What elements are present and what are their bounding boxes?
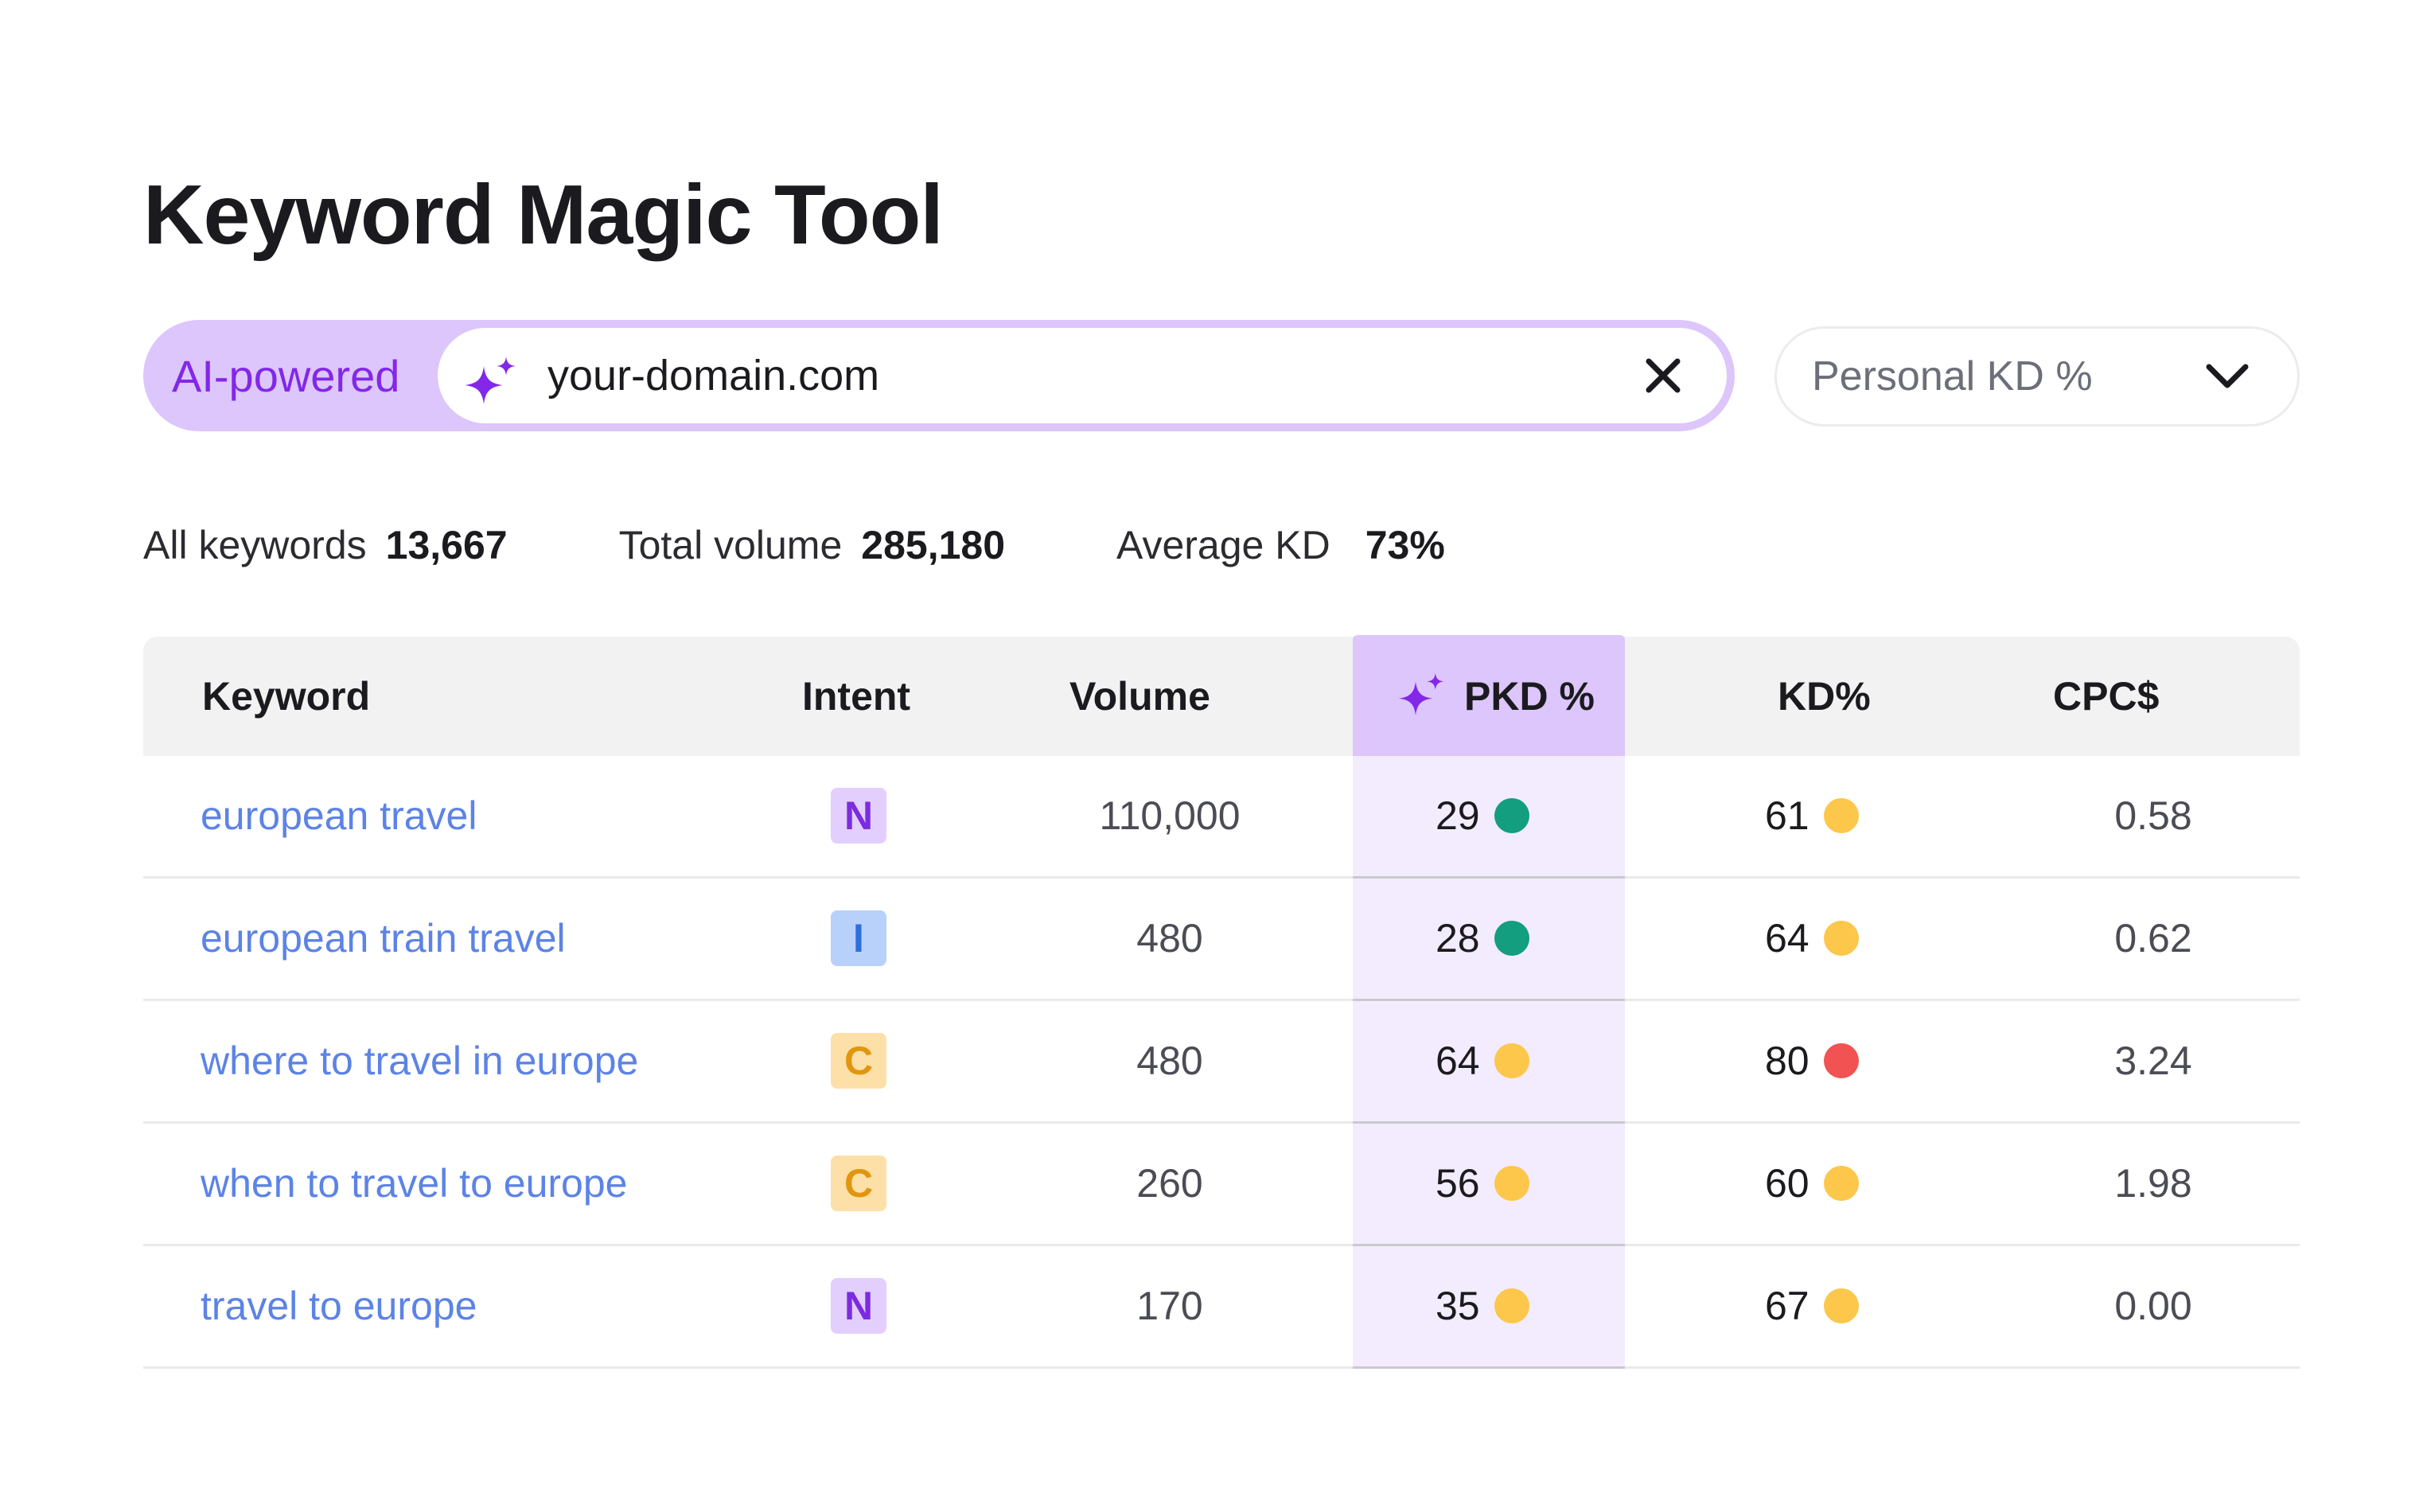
keyword-link[interactable]: european travel	[201, 793, 477, 838]
pkd-status-dot	[1494, 1043, 1529, 1078]
kd-cell: 60	[1765, 1124, 1859, 1243]
pkd-cell: 29	[1436, 756, 1529, 875]
kd-value: 67	[1765, 1284, 1810, 1328]
keyword-link[interactable]: travel to europe	[201, 1284, 477, 1328]
kd-cell: 67	[1765, 1246, 1859, 1366]
stat-label: Total volume	[618, 523, 843, 567]
column-header-kd[interactable]: KD%	[1778, 674, 1871, 719]
stat-all-keywords: All keywords 13,667	[143, 522, 508, 568]
pkd-status-dot	[1494, 1166, 1529, 1201]
intent-badge: C	[831, 1033, 886, 1089]
chevron-down-icon	[2206, 364, 2249, 388]
volume-value: 170	[1136, 1284, 1203, 1328]
cpc-value: 0.58	[2114, 793, 2192, 838]
kd-status-dot	[1823, 798, 1859, 833]
stats-summary: All keywords 13,667 Total volume 285,180…	[143, 517, 1445, 573]
pkd-cell-highlight	[1353, 1124, 1625, 1246]
ai-powered-badge: AI-powered	[172, 350, 400, 401]
kd-cell: 80	[1765, 1001, 1859, 1120]
intent-badge: C	[831, 1155, 886, 1211]
volume-value: 480	[1136, 916, 1203, 961]
cpc-value: 0.62	[2114, 916, 2192, 961]
clear-search-button[interactable]	[1639, 352, 1687, 399]
dropdown-selected-value: Personal KD %	[1812, 353, 2093, 399]
intent-badge: I	[831, 910, 886, 966]
pkd-cell-highlight	[1353, 879, 1625, 1001]
kd-value: 60	[1765, 1161, 1810, 1206]
pkd-cell: 35	[1436, 1246, 1529, 1366]
column-header-intent[interactable]: Intent	[802, 674, 911, 719]
pkd-cell: 64	[1436, 1001, 1529, 1120]
kd-value: 80	[1765, 1039, 1810, 1083]
column-header-keyword[interactable]: Keyword	[202, 674, 371, 719]
kd-status-dot	[1823, 921, 1859, 956]
table-header: Keyword Intent Volume PKD % KD% CPC$	[143, 635, 2300, 756]
intent-badge: N	[831, 1278, 886, 1334]
stat-average-kd: Average KD 73%	[1116, 522, 1445, 568]
pkd-value: 29	[1436, 793, 1480, 838]
pkd-column-highlight	[1353, 635, 1625, 756]
kd-status-dot	[1823, 1166, 1859, 1201]
table-row[interactable]: european train travel I 480 28 64 0.62	[143, 879, 2300, 1001]
volume-value: 260	[1136, 1161, 1203, 1206]
column-header-pkd-label: PKD %	[1464, 674, 1595, 719]
search-input[interactable]	[547, 328, 1582, 423]
kd-value: 61	[1765, 793, 1810, 838]
pkd-value: 56	[1436, 1161, 1480, 1206]
sparkle-icon	[1398, 672, 1444, 715]
kd-status-dot	[1823, 1043, 1859, 1078]
keywords-table: Keyword Intent Volume PKD % KD% CPC$ eur…	[143, 635, 2300, 1369]
stat-value: 13,667	[385, 523, 508, 567]
pkd-value: 35	[1436, 1284, 1480, 1328]
kd-cell: 61	[1765, 756, 1859, 875]
table-body: european travel N 110,000 29 61 0.58 european …	[143, 756, 2300, 1369]
kd-cell: 64	[1765, 879, 1859, 998]
pkd-cell: 28	[1436, 879, 1529, 998]
cpc-value: 1.98	[2114, 1161, 2192, 1206]
cpc-value: 0.00	[2114, 1284, 2192, 1328]
pkd-status-dot	[1494, 1288, 1529, 1323]
stat-value: 285,180	[861, 523, 1006, 567]
column-header-cpc[interactable]: CPC$	[2053, 674, 2160, 719]
pkd-status-dot	[1494, 921, 1529, 956]
kd-value: 64	[1765, 916, 1810, 961]
pkd-cell: 56	[1436, 1124, 1529, 1243]
column-header-pkd[interactable]: PKD %	[1396, 637, 1595, 756]
kd-status-dot	[1823, 1288, 1859, 1323]
column-header-volume[interactable]: Volume	[1069, 674, 1210, 719]
table-row[interactable]: travel to europe N 170 35 67 0.00	[143, 1246, 2300, 1369]
search-bar: AI-powered	[143, 320, 1735, 431]
stat-value: 73%	[1365, 523, 1445, 567]
pkd-value: 28	[1436, 916, 1480, 961]
keyword-link[interactable]: where to travel in europe	[201, 1039, 639, 1083]
search-field[interactable]	[438, 328, 1727, 423]
table-row[interactable]: when to travel to europe C 260 56 60 1.98	[143, 1124, 2300, 1246]
intent-badge: N	[831, 788, 886, 844]
pkd-cell-highlight	[1353, 756, 1625, 879]
table-row[interactable]: where to travel in europe C 480 64 80 3.24	[143, 1001, 2300, 1124]
keyword-link[interactable]: european train travel	[201, 916, 566, 961]
pkd-status-dot	[1494, 798, 1529, 833]
stat-total-volume: Total volume 285,180	[619, 522, 1005, 568]
pkd-cell-highlight	[1353, 1246, 1625, 1369]
page-title: Keyword Magic Tool	[143, 168, 944, 262]
cpc-value: 3.24	[2114, 1039, 2192, 1083]
volume-value: 110,000	[1099, 793, 1241, 838]
sparkle-icon	[465, 357, 516, 404]
close-icon	[1646, 358, 1681, 393]
pkd-value: 64	[1436, 1039, 1480, 1083]
keyword-link[interactable]: when to travel to europe	[201, 1161, 628, 1206]
kd-type-dropdown[interactable]: Personal KD %	[1774, 326, 2300, 427]
table-row[interactable]: european travel N 110,000 29 61 0.58	[143, 756, 2300, 879]
stat-label: Average KD	[1116, 523, 1330, 567]
pkd-cell-highlight	[1353, 1001, 1625, 1124]
stat-label: All keywords	[143, 523, 367, 567]
volume-value: 480	[1136, 1039, 1203, 1083]
